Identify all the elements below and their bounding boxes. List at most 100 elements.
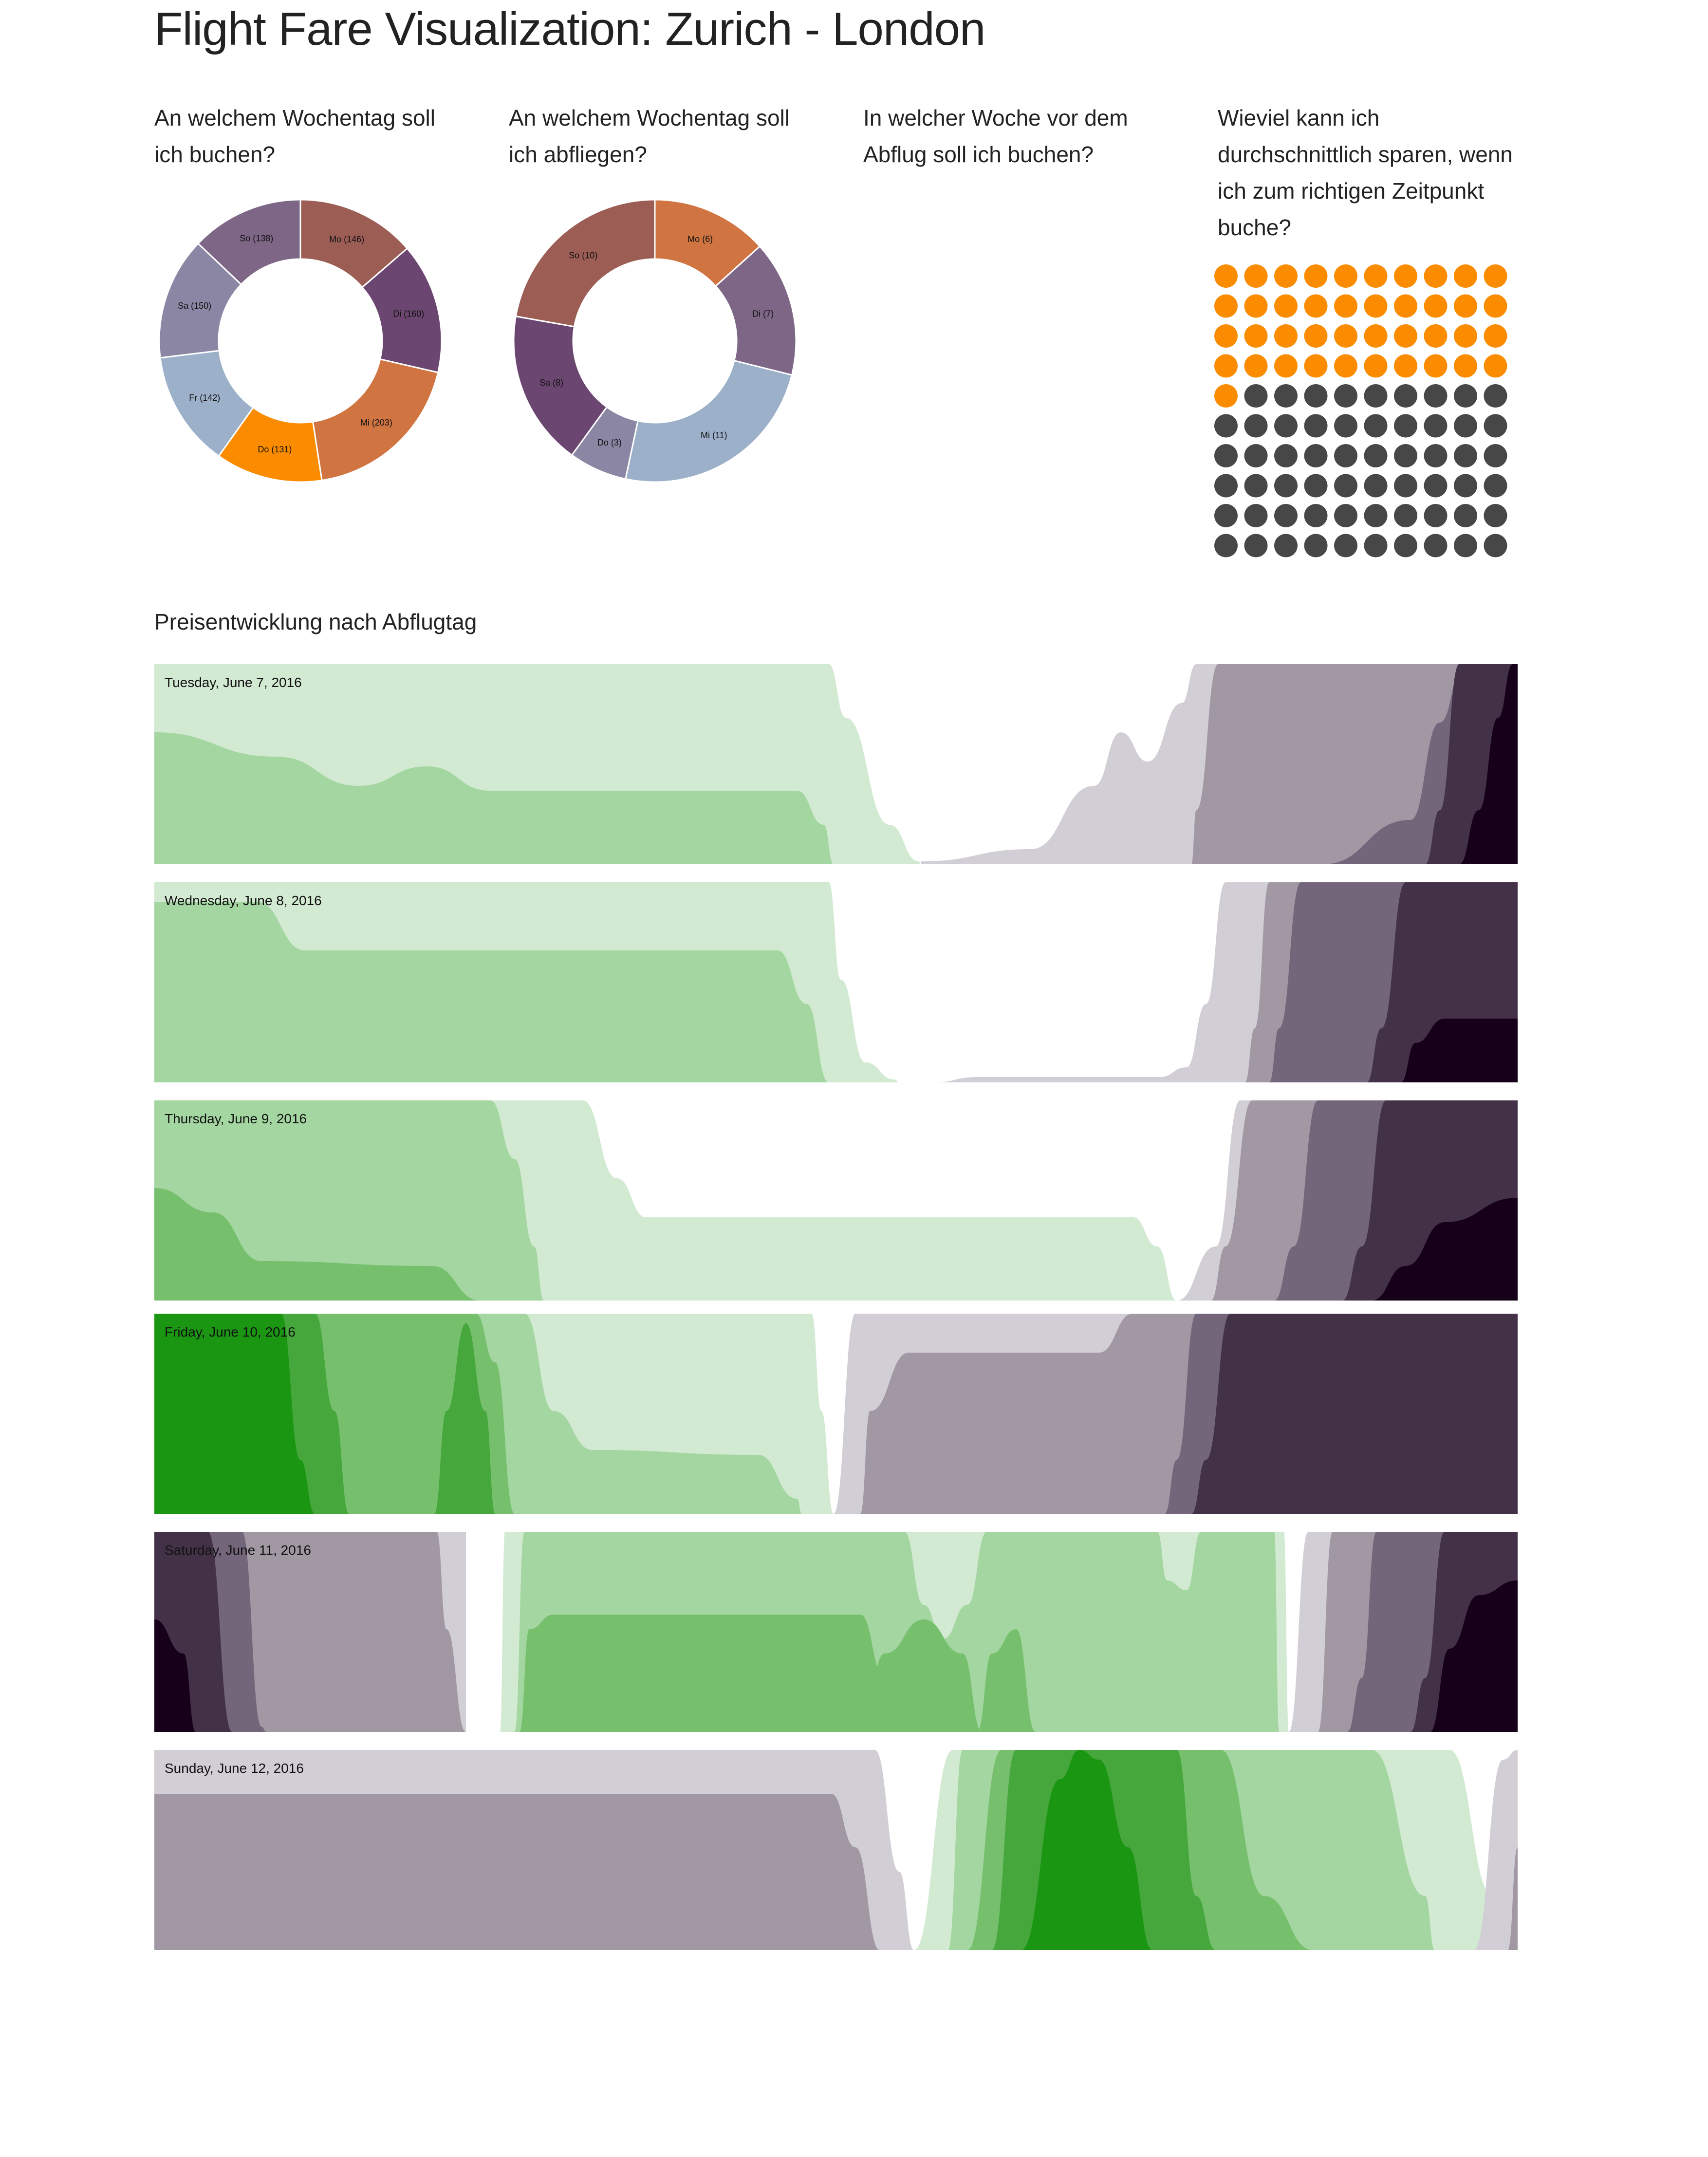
donut-slice-label: Mo (146) [329, 235, 364, 244]
savings-waffle-chart [1214, 264, 1507, 558]
waffle-dot [1214, 534, 1238, 558]
donut-slice-label: Do (3) [597, 438, 622, 447]
donut-slice-label: So (10) [569, 251, 597, 260]
waffle-dot-saved [1274, 264, 1298, 288]
waffle-dot-saved [1214, 264, 1238, 288]
waffle-dot-saved [1244, 354, 1268, 378]
section-title: Preisentwicklung nach Abflugtag [154, 609, 477, 634]
waffle-dot-saved [1364, 324, 1388, 348]
waffle-dot-saved [1214, 384, 1238, 408]
stream-band [520, 1615, 904, 1732]
waffle-dot-saved [1364, 294, 1388, 318]
question-booking-week: In welcher Woche vor dem Abflug soll ich… [863, 105, 1128, 167]
waffle-dot [1424, 414, 1448, 438]
waffle-dot-saved [1454, 294, 1477, 318]
waffle-dot [1304, 474, 1328, 498]
stream-band [154, 1619, 196, 1732]
waffle-dot [1274, 534, 1298, 558]
day-label-thursday: Thursday, June 9, 2016 [165, 1111, 307, 1126]
waffle-dot [1274, 384, 1298, 408]
stream-band [154, 1100, 544, 1301]
waffle-dot [1214, 414, 1238, 438]
stream-band [1372, 1198, 1518, 1301]
waffle-dot [1364, 444, 1388, 467]
waffle-dot-saved [1454, 264, 1477, 288]
waffle-dot [1364, 414, 1388, 438]
waffle-dot [1244, 504, 1268, 527]
waffle-dot-saved [1394, 294, 1417, 318]
waffle-dot-saved [1244, 264, 1268, 288]
waffle-dot [1304, 444, 1328, 467]
stream-chart-wednesday [154, 882, 1518, 1082]
waffle-dot [1484, 414, 1507, 438]
waffle-dot [1364, 474, 1388, 498]
waffle-dot [1244, 534, 1268, 558]
waffle-dot-saved [1454, 354, 1477, 378]
donut-slice-label: Sa (8) [539, 378, 563, 388]
question-booking-weekday: An welchem Wochentag soll ich buchen? [154, 105, 435, 167]
waffle-dot [1484, 384, 1507, 408]
waffle-dot-saved [1394, 264, 1417, 288]
day-label-wednesday: Wednesday, June 8, 2016 [165, 893, 322, 908]
day-label-friday: Friday, June 10, 2016 [165, 1324, 296, 1339]
waffle-dot [1454, 534, 1477, 558]
donut-slice-label: Mi (203) [360, 418, 392, 428]
stream-band [154, 1314, 315, 1514]
waffle-dot-saved [1244, 294, 1268, 318]
waffle-dot [1334, 534, 1357, 558]
waffle-dot [1424, 384, 1448, 408]
stream-band [860, 1619, 982, 1732]
day-label-tuesday: Tuesday, June 7, 2016 [165, 675, 302, 690]
day-label-sunday: Sunday, June 12, 2016 [165, 1761, 304, 1776]
waffle-dot-saved [1274, 294, 1298, 318]
waffle-dot [1304, 534, 1328, 558]
waffle-dot [1214, 444, 1238, 467]
waffle-dot-saved [1394, 324, 1417, 348]
waffle-dot-saved [1214, 354, 1238, 378]
page-title: Flight Fare Visualization: Zurich - Lond… [154, 3, 985, 55]
waffle-dot [1364, 384, 1388, 408]
stream-chart-sunday [154, 1750, 1518, 1950]
question-savings: Wieviel kann ich durchschnittlich sparen… [1218, 105, 1513, 240]
waffle-dot [1244, 384, 1268, 408]
question-departure-weekday: An welchem Wochentag soll ich abfliegen? [509, 105, 790, 167]
waffle-dot [1364, 534, 1388, 558]
donut-slice [515, 199, 656, 328]
waffle-dot-saved [1304, 294, 1328, 318]
waffle-dot [1454, 414, 1477, 438]
waffle-dot [1334, 474, 1357, 498]
stream-band [1430, 1581, 1518, 1732]
donut-slice-label: Do (131) [258, 445, 292, 454]
stream-band [1508, 1847, 1518, 1950]
donut-slice [361, 247, 443, 373]
donut-slice [197, 199, 301, 286]
waffle-dot [1454, 444, 1477, 467]
waffle-dot [1214, 474, 1238, 498]
stream-chart-saturday [154, 1532, 1518, 1732]
waffle-dot [1304, 504, 1328, 527]
waffle-dot [1304, 384, 1328, 408]
donut-slice [513, 315, 608, 456]
stream-band [154, 1188, 481, 1301]
stream-band [1459, 664, 1518, 864]
waffle-dot-saved [1424, 264, 1448, 288]
waffle-dot [1244, 474, 1268, 498]
waffle-dot-saved [1304, 324, 1328, 348]
waffle-dot-saved [1304, 354, 1328, 378]
stream-band [1474, 1750, 1518, 1950]
waffle-dot-saved [1394, 354, 1417, 378]
waffle-dot [1484, 444, 1507, 467]
waffle-dot [1244, 444, 1268, 467]
day-label-saturday: Saturday, June 11, 2016 [165, 1543, 311, 1558]
waffle-dot [1244, 414, 1268, 438]
waffle-dot-saved [1454, 324, 1477, 348]
waffle-dot-saved [1214, 294, 1238, 318]
waffle-dot-saved [1424, 294, 1448, 318]
waffle-dot [1454, 504, 1477, 527]
waffle-dot [1454, 474, 1477, 498]
waffle-dot [1484, 474, 1507, 498]
waffle-dot-saved [1244, 324, 1268, 348]
donut-slice-label: Di (7) [752, 309, 774, 319]
waffle-dot [1394, 474, 1417, 498]
stream-band [154, 1794, 880, 1950]
